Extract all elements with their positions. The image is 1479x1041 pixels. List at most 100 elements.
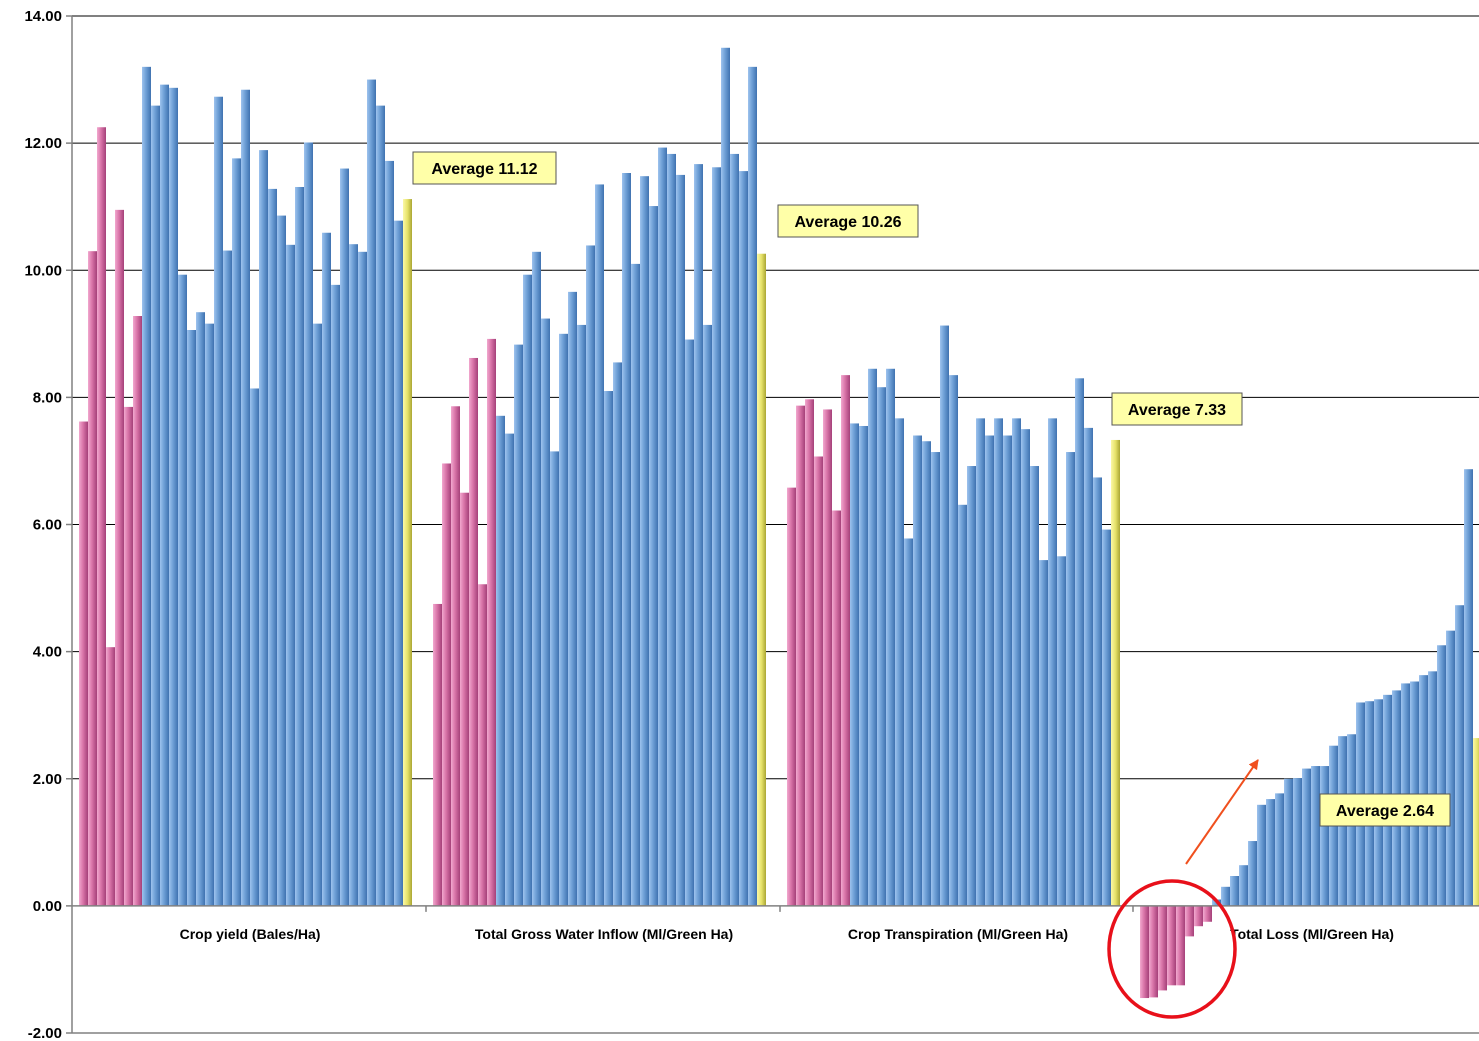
bar-pink [106, 647, 115, 906]
bar-blue [505, 433, 514, 906]
bar-blue [331, 284, 340, 906]
bar-pink [1167, 905, 1176, 986]
y-tick-label: 0.00 [33, 898, 62, 915]
bar-blue [1446, 630, 1455, 906]
bar-blue [1248, 841, 1257, 906]
bar-blue [640, 176, 649, 906]
bar-blue [976, 418, 985, 906]
bar-blue [205, 323, 214, 906]
category-label: Crop Transpiration (Ml/Green Ha) [848, 926, 1068, 942]
bar-blue [250, 388, 259, 906]
bar-blue [169, 87, 178, 906]
category-label: Crop yield (Bales/Ha) [180, 926, 321, 942]
bar-pink [841, 375, 850, 906]
bar-blue [730, 153, 739, 906]
bar-pink [487, 338, 496, 906]
bar-blue [1257, 804, 1266, 906]
bar-blue [559, 333, 568, 906]
bar-blue [967, 466, 976, 906]
average-label: Average 7.33 [1128, 402, 1226, 419]
bar-blue [604, 391, 613, 906]
bar-pink [1176, 905, 1185, 986]
category-label: Total Loss (Ml/Green Ha) [1230, 926, 1394, 942]
bar-blue [1266, 799, 1275, 906]
bar-blue [949, 375, 958, 906]
bar-blue [1293, 778, 1302, 906]
bar-blue [268, 188, 277, 906]
bar-blue [550, 451, 559, 906]
bar-pink [1194, 905, 1203, 927]
bar-blue [160, 84, 169, 906]
bar-blue [1084, 427, 1093, 906]
bar-blue [994, 418, 1003, 906]
bar-blue [613, 362, 622, 906]
bar-pink [469, 357, 478, 906]
bar-blue [1464, 469, 1473, 906]
bar-blue [340, 168, 349, 906]
bar-pink [124, 406, 133, 906]
average-label-box [1319, 793, 1451, 827]
bar-blue [649, 206, 658, 906]
bar-blue [1320, 766, 1329, 906]
bar-pink [1158, 905, 1167, 991]
bar-blue [568, 291, 577, 906]
y-tick-label: 10.00 [24, 262, 62, 279]
y-tick-label: 8.00 [33, 389, 62, 406]
bar-blue [1030, 466, 1039, 906]
bar-blue [541, 318, 550, 906]
bar-blue [1239, 865, 1248, 906]
bar-blue [931, 452, 940, 906]
bar-blue [304, 142, 313, 906]
bar-pink [133, 316, 142, 906]
bar-pink [1185, 905, 1194, 937]
bar-blue [703, 324, 712, 906]
bar-pink [1140, 905, 1149, 999]
bar-pink [814, 456, 823, 906]
average-label-box [777, 204, 919, 238]
bar-blue [586, 245, 595, 906]
bar-pink [1149, 905, 1158, 998]
bar-blue [196, 312, 205, 906]
bar-blue [1311, 766, 1320, 906]
bar-pink [823, 409, 832, 906]
annotations: Average 11.12 Average 10.26 Average 7.33 Av… [412, 151, 1451, 1019]
bar-blue [286, 244, 295, 906]
average-bar [1473, 738, 1479, 906]
bar-blue [1021, 429, 1030, 906]
bar-blue [721, 47, 730, 906]
average-label: Average 10.26 [794, 214, 901, 231]
bar-blue [385, 160, 394, 906]
y-tick-label: 12.00 [24, 135, 62, 152]
trend-arrow [1185, 759, 1259, 865]
bar-blue [922, 441, 931, 906]
bar-blue [694, 164, 703, 906]
bar-blue [622, 172, 631, 906]
bar-pink [97, 127, 106, 906]
bar-blue [748, 66, 757, 906]
bar-blue [1419, 675, 1428, 906]
bar-blue [358, 251, 367, 906]
bar-blue [178, 274, 187, 906]
bar-blue [187, 329, 196, 906]
y-tick-label: 2.00 [33, 771, 62, 788]
bar-blue [376, 105, 385, 906]
bar-blue [514, 344, 523, 906]
bar-blue [349, 244, 358, 906]
bar-blue [1284, 778, 1293, 906]
bar-pink [79, 421, 88, 906]
bars [79, 47, 1479, 999]
bar-blue [1048, 418, 1057, 906]
bar-blue [886, 368, 895, 906]
bar-pink [460, 492, 469, 906]
bar-blue [940, 325, 949, 906]
bar-blue [277, 215, 286, 906]
bar-blue [577, 324, 586, 906]
bar-blue [241, 89, 250, 906]
bar-blue [658, 147, 667, 906]
bar-pink [796, 405, 805, 906]
y-tick-label: 6.00 [33, 517, 62, 534]
bar-pink [433, 603, 442, 906]
bar-blue [496, 415, 505, 906]
bar-blue [685, 339, 694, 906]
